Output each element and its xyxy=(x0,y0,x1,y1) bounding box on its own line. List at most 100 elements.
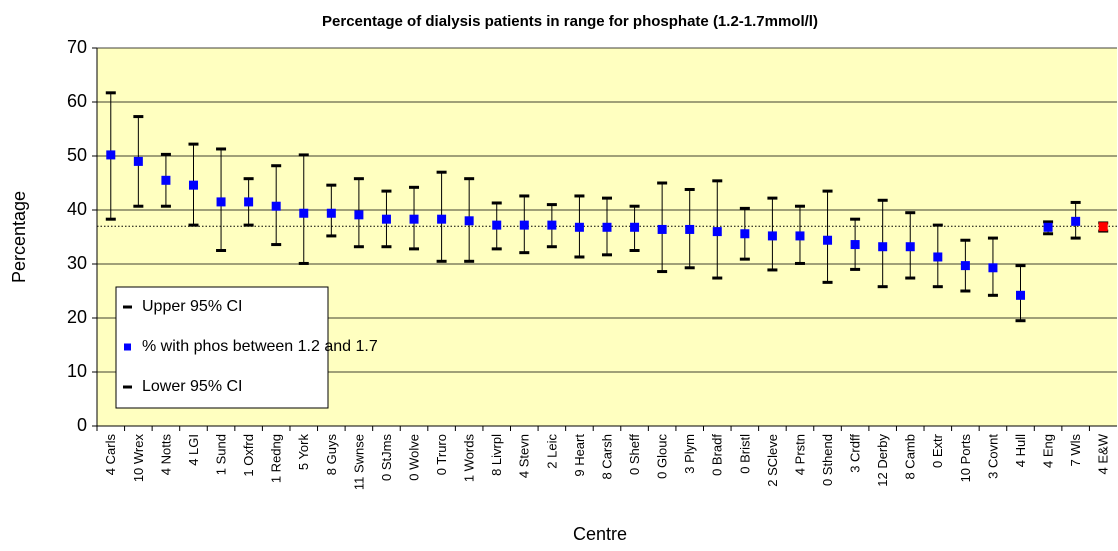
legend-label: % with phos between 1.2 and 1.7 xyxy=(142,338,378,355)
x-tick-label: 4 E&W xyxy=(1096,433,1111,474)
lower-ci xyxy=(767,268,778,272)
point xyxy=(188,180,198,190)
chart-title: Percentage of dialysis patients in range… xyxy=(322,13,818,30)
point xyxy=(244,197,254,207)
upper-ci xyxy=(1015,264,1026,268)
lower-ci xyxy=(436,259,447,263)
point xyxy=(712,227,722,237)
lower-ci xyxy=(850,267,861,271)
lower-ci xyxy=(1070,236,1081,240)
x-tick-label: 3 Covnt xyxy=(985,434,1000,479)
upper-ci xyxy=(1070,200,1081,204)
lower-ci xyxy=(905,276,916,280)
upper-ci xyxy=(794,204,805,208)
point xyxy=(574,222,584,232)
x-tick-label: 0 Sheff xyxy=(627,434,642,475)
point xyxy=(299,208,309,218)
upper-ci xyxy=(133,115,144,119)
lower-ci xyxy=(1015,319,1026,323)
lower-ci xyxy=(298,261,309,265)
lower-ci xyxy=(932,285,943,289)
point xyxy=(437,214,447,224)
legend-label: Upper 95% CI xyxy=(142,298,243,315)
lower-ci xyxy=(243,223,254,227)
point xyxy=(740,229,750,239)
lower-ci xyxy=(353,245,364,249)
x-tick-label: 0 Sthend xyxy=(820,434,835,486)
point xyxy=(685,224,695,234)
x-tick-label: 10 Wrex xyxy=(131,434,146,483)
point xyxy=(795,231,805,241)
upper-ci xyxy=(491,201,502,205)
lower-ci xyxy=(546,245,557,249)
point xyxy=(850,240,860,250)
upper-ci xyxy=(822,189,833,193)
lower-ci xyxy=(326,234,337,238)
upper-ci xyxy=(105,91,116,95)
upper-ci xyxy=(436,170,447,174)
upper-ci xyxy=(739,206,750,210)
x-tick-label: 8 Camb xyxy=(903,434,918,480)
legend-swatch xyxy=(123,385,132,389)
upper-ci xyxy=(574,194,585,198)
y-tick-label: 60 xyxy=(67,91,87,111)
point xyxy=(216,197,226,207)
point xyxy=(630,222,640,232)
x-tick-label: 1 Sund xyxy=(213,434,228,475)
x-tick-label: 4 Hull xyxy=(1013,434,1028,467)
x-tick-label: 8 Livrpl xyxy=(489,434,504,476)
point xyxy=(519,220,529,230)
point xyxy=(878,242,888,252)
legend xyxy=(115,286,329,409)
point xyxy=(106,150,116,160)
lower-ci xyxy=(574,255,585,259)
upper-ci xyxy=(877,198,888,202)
point xyxy=(823,235,833,245)
x-tick-label: 12 Derby xyxy=(875,434,890,487)
x-tick-label: 8 Guys xyxy=(324,434,339,476)
x-tick-label: 4 Prstn xyxy=(792,434,807,475)
upper-ci xyxy=(353,177,364,181)
x-axis-label: Centre xyxy=(573,524,627,544)
x-tick-label: 4 Stevn xyxy=(517,434,532,478)
legend-swatch xyxy=(123,305,132,309)
point xyxy=(905,242,915,252)
upper-ci xyxy=(243,177,254,181)
x-tick-label: 1 Redng xyxy=(269,434,284,483)
upper-ci xyxy=(464,177,475,181)
point xyxy=(960,261,970,271)
x-tick-label: 1 Oxfrd xyxy=(241,434,256,477)
x-tick-label: 4 Carls xyxy=(103,434,118,476)
x-tick-label: 1 Words xyxy=(462,434,477,483)
upper-ci xyxy=(767,196,778,200)
point xyxy=(657,224,667,234)
upper-ci xyxy=(987,236,998,240)
upper-ci xyxy=(657,181,668,185)
upper-ci xyxy=(326,183,337,187)
x-tick-label: 0 Extr xyxy=(930,433,945,468)
upper-ci xyxy=(188,142,199,146)
x-tick-label: 0 Bristl xyxy=(737,434,752,474)
lower-ci xyxy=(960,289,971,293)
y-axis-label: Percentage xyxy=(9,191,29,283)
x-tick-label: 3 Crdff xyxy=(848,434,863,473)
lower-ci xyxy=(133,204,144,208)
upper-ci xyxy=(602,196,612,200)
upper-ci xyxy=(546,203,557,207)
x-tick-label: 4 Notts xyxy=(158,434,173,476)
upper-ci xyxy=(932,223,943,227)
lower-ci xyxy=(1043,232,1054,236)
legend-label: Lower 95% CI xyxy=(142,378,243,395)
lower-ci xyxy=(491,247,502,251)
x-tick-label: 4 LGI xyxy=(186,434,201,466)
upper-ci xyxy=(850,217,861,221)
x-tick-label: 0 Wolve xyxy=(406,434,421,481)
lower-ci xyxy=(739,257,750,261)
x-tick-label: 8 Carsh xyxy=(599,434,614,480)
lower-ci xyxy=(602,253,612,257)
y-tick-label: 0 xyxy=(77,415,87,435)
y-tick-label: 50 xyxy=(67,145,87,165)
legend-swatch xyxy=(124,343,131,351)
y-tick-label: 30 xyxy=(67,253,87,273)
